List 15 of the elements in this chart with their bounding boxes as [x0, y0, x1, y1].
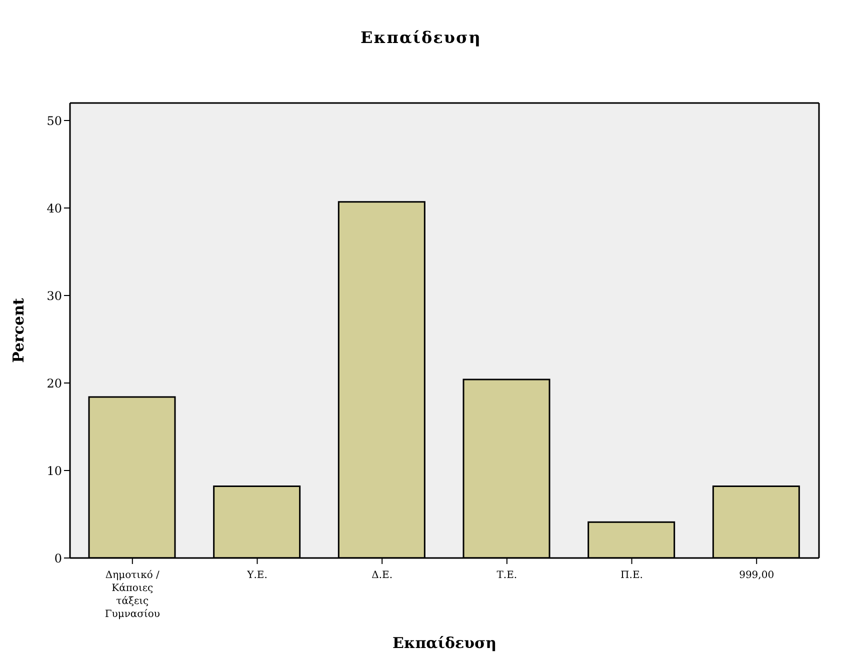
x-tick-label: Υ.Ε. — [246, 570, 268, 581]
x-tick-label: Τ.Ε. — [496, 570, 518, 581]
y-tick-label: 30 — [46, 288, 62, 303]
x-tick-label: Δ.Ε. — [372, 570, 393, 581]
y-tick-label: 40 — [46, 201, 62, 216]
chart-title: Εκπαίδευση — [360, 27, 482, 49]
y-tick-label: 20 — [46, 376, 62, 390]
y-axis-title: Percent — [9, 298, 28, 363]
y-tick-label: 10 — [46, 464, 62, 478]
x-tick-label: 999,00 — [739, 570, 774, 581]
x-axis-title: Εκπαίδευση — [392, 634, 496, 652]
y-tick-label: 50 — [46, 114, 62, 128]
x-tick-label: Δημοτικό / Κάποιες τάξεις Γυμνασίου — [104, 570, 160, 620]
y-tick-label: 0 — [54, 551, 62, 566]
x-tick-label: Π.Ε. — [620, 570, 643, 581]
